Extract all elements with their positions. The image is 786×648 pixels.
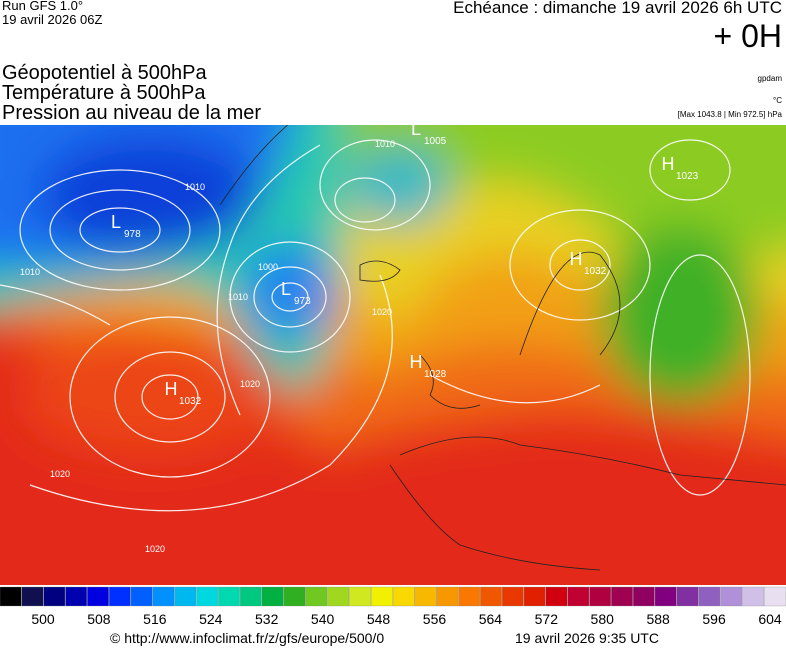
- center-letter: H: [410, 352, 423, 372]
- color-swatch: [65, 586, 87, 607]
- field: Température à 500hPa: [2, 82, 206, 104]
- color-swatch: [480, 586, 502, 607]
- colorbar-label: 516: [143, 611, 167, 627]
- pressure-range: [Max 1043.8 | Min 972.5] hPa: [677, 110, 782, 119]
- color-swatch: [567, 586, 590, 607]
- color-swatch: [130, 586, 153, 607]
- color-swatch: [371, 586, 393, 607]
- colorbar-label: 532: [255, 611, 279, 627]
- color-swatch: [414, 586, 437, 607]
- color-swatch: [174, 586, 197, 607]
- center-letter: H: [662, 154, 675, 174]
- color-swatch: [21, 586, 44, 607]
- unit: gpdam: [757, 74, 782, 83]
- color-swatch: [305, 586, 328, 607]
- issue-time: 19 avril 2026 9:35 UTC: [515, 630, 659, 646]
- color-swatch: [87, 586, 109, 607]
- colorbar-label: 548: [367, 611, 391, 627]
- isobar-label: 1020: [145, 544, 165, 554]
- center-value: 1032: [179, 396, 202, 407]
- center-letter: L: [281, 279, 291, 299]
- color-swatch: [611, 586, 633, 607]
- color-swatch: [349, 586, 371, 607]
- colorbar-label: 596: [702, 611, 726, 627]
- colorbar: 500 508 516 524 532 540 548 556 564 572 580 588 596 6…: [0, 586, 786, 627]
- echeance: Echéance : dimanche 19 avril 2026 6h UTC: [453, 0, 782, 17]
- color-swatch: [196, 586, 218, 607]
- center-value: 1032: [584, 266, 607, 277]
- center-value: 978: [124, 229, 141, 240]
- color-swatch: [523, 586, 546, 607]
- colorbar-label: 572: [535, 611, 559, 627]
- colorbar-label: 524: [199, 611, 223, 627]
- color-swatch: [589, 586, 611, 607]
- colorbar-label: 556: [423, 611, 447, 627]
- colorbar-label: 588: [646, 611, 670, 627]
- center-letter: L: [111, 212, 121, 232]
- color-swatch: [283, 586, 306, 607]
- color-swatch: [698, 586, 721, 607]
- center-value: 1028: [424, 369, 447, 380]
- color-swatch: [654, 586, 677, 607]
- isobar-label: 1010: [375, 139, 395, 149]
- center-value: 1023: [676, 171, 699, 182]
- run: Run GFS 1.0°: [2, 0, 84, 13]
- isobar-label: 1010: [228, 292, 248, 302]
- map: L978L973H1032H1032H1023L1005H10281010100…: [0, 125, 786, 585]
- field: Pression au niveau de la mer: [2, 102, 262, 124]
- color-swatch: [43, 586, 66, 607]
- field: Géopotentiel à 500hPa: [2, 62, 207, 84]
- color-swatch: [261, 586, 284, 607]
- color-swatch: [742, 586, 764, 607]
- lead-time: + 0H: [713, 18, 782, 54]
- colorbar-label: 508: [87, 611, 111, 627]
- color-swatch: [458, 586, 480, 607]
- run-date: 19 avril 2026 06Z: [2, 12, 103, 27]
- center-value: 973: [294, 296, 311, 307]
- color-swatch: [436, 586, 459, 607]
- center-letter: L: [411, 125, 421, 139]
- color-swatch: [764, 586, 786, 607]
- isobar-label: 1010: [20, 267, 40, 277]
- center-letter: H: [570, 249, 583, 269]
- color-swatch: [545, 586, 568, 607]
- color-swatch: [392, 586, 415, 607]
- color-swatch: [720, 586, 742, 607]
- temperature-field: [0, 125, 786, 585]
- color-swatch: [0, 586, 22, 607]
- color-swatch: [218, 586, 240, 607]
- colorbar-label: 564: [479, 611, 503, 627]
- color-swatch: [502, 586, 524, 607]
- colorbar-label: 540: [311, 611, 335, 627]
- isobar-label: 1020: [372, 307, 392, 317]
- source: © http://www.infoclimat.fr/z/gfs/europe/…: [110, 630, 385, 646]
- colorbar-label: 500: [31, 611, 55, 627]
- isobar-label: 1000: [258, 262, 278, 272]
- color-swatch: [633, 586, 655, 607]
- center-letter: H: [165, 379, 178, 399]
- color-swatch: [240, 586, 262, 607]
- unit: °C: [773, 96, 782, 105]
- isobar-label: 1010: [185, 182, 205, 192]
- center-value: 1005: [424, 136, 447, 147]
- colorbar-label: 604: [758, 611, 782, 627]
- color-swatch: [109, 586, 131, 607]
- isobar-label: 1020: [50, 469, 70, 479]
- color-swatch: [152, 586, 175, 607]
- color-swatch: [676, 586, 699, 607]
- color-swatch: [327, 586, 349, 607]
- colorbar-label: 580: [591, 611, 615, 627]
- isobar-label: 1020: [240, 379, 260, 389]
